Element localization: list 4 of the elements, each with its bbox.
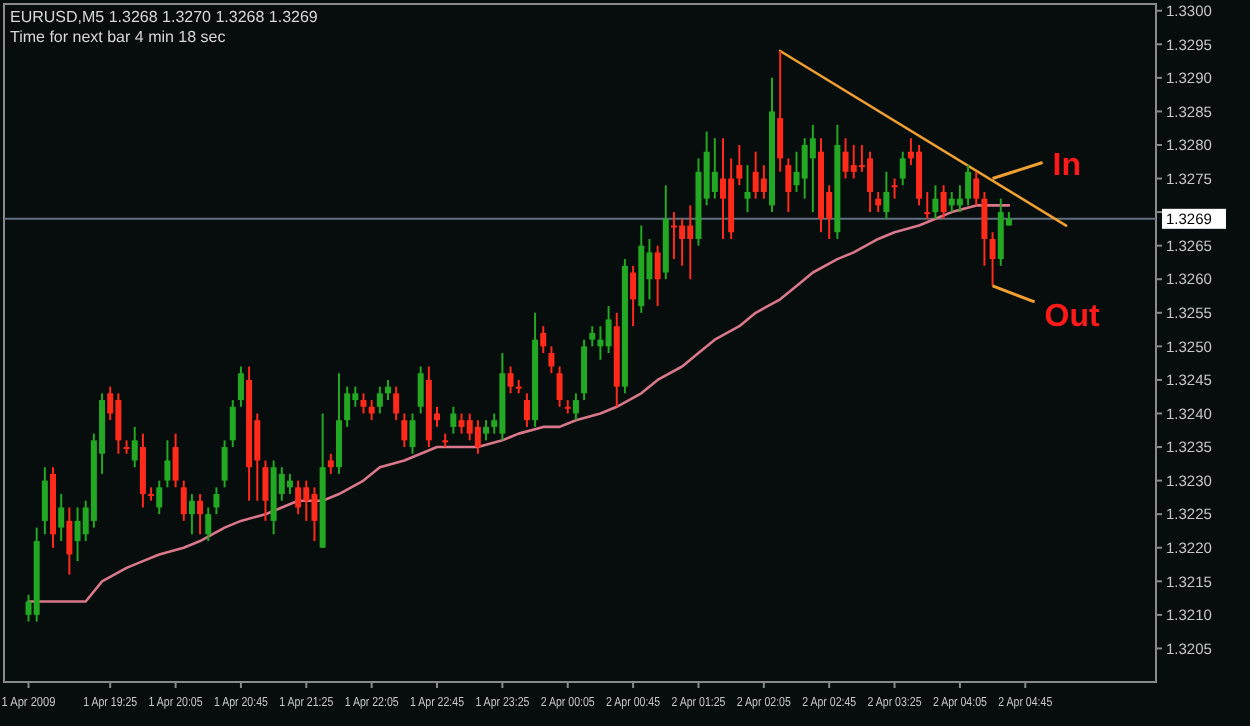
annotation: In <box>1052 148 1082 183</box>
chart-title: EURUSD,M5 1.3268 1.3270 1.3268 1.3269 <box>10 8 319 26</box>
annotation: Out <box>1044 299 1102 334</box>
text: Time for next bar 4 min 18 sec <box>10 28 226 46</box>
